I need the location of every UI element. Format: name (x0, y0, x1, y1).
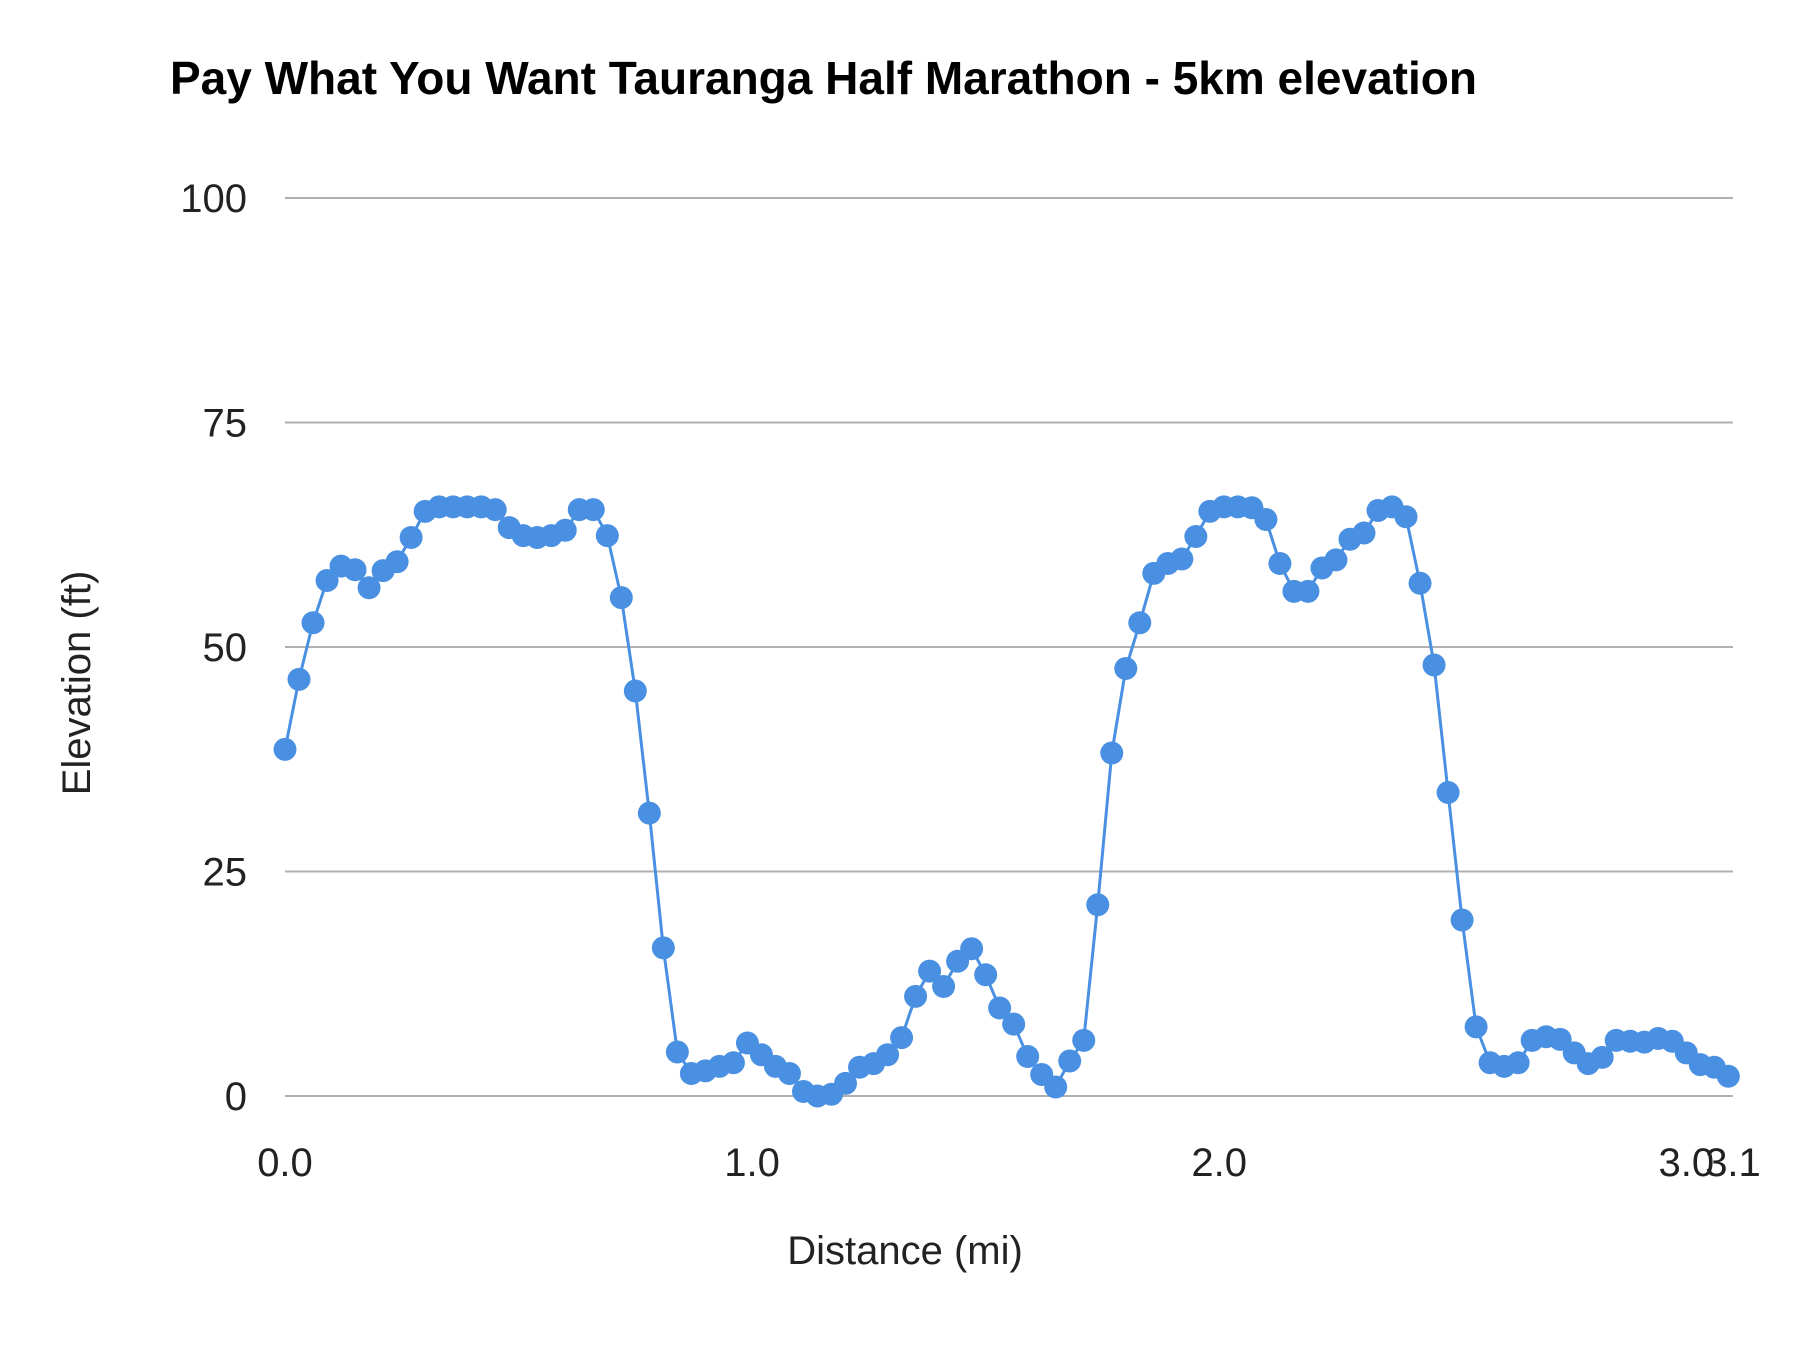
data-point (1716, 1064, 1740, 1088)
data-point (1324, 548, 1348, 572)
data-point (1464, 1015, 1488, 1039)
data-point (483, 498, 507, 522)
data-point (1072, 1028, 1096, 1052)
data-point (1184, 525, 1208, 549)
x-axis-label: Distance (mi) (787, 1229, 1023, 1273)
data-point (553, 518, 577, 542)
data-point (988, 996, 1012, 1020)
data-point (1254, 507, 1278, 531)
data-point (1590, 1045, 1614, 1069)
data-point (1058, 1049, 1082, 1073)
data-point (1044, 1075, 1068, 1099)
data-point (904, 984, 928, 1008)
data-point (721, 1051, 745, 1075)
y-tick-label: 100 (180, 177, 247, 221)
y-tick-labels: 0 25 50 75 100 (180, 177, 247, 1119)
data-point (581, 498, 605, 522)
data-point (665, 1040, 689, 1064)
x-tick-label: 0.0 (257, 1141, 313, 1185)
data-point (1506, 1051, 1530, 1075)
data-point (1170, 547, 1194, 571)
y-tick-label: 75 (203, 402, 248, 446)
data-point (637, 801, 661, 825)
y-tick-label: 50 (203, 626, 248, 670)
y-tick-label: 0 (225, 1075, 247, 1119)
data-point (1450, 908, 1474, 932)
x-tick-label: 2.0 (1191, 1141, 1247, 1185)
data-point (609, 586, 633, 610)
data-point (1422, 653, 1446, 677)
data-point (1394, 505, 1418, 529)
data-point (960, 937, 984, 961)
chart-title: Pay What You Want Tauranga Half Marathon… (170, 52, 1477, 104)
x-tick-label: 1.0 (724, 1141, 780, 1185)
data-point (876, 1043, 900, 1067)
data-point (343, 558, 367, 582)
y-axis-label: Elevation (ft) (55, 571, 99, 796)
data-point (974, 963, 998, 987)
x-tick-label: 3.1 (1705, 1141, 1761, 1185)
data-point (1128, 611, 1152, 635)
series-points (273, 495, 1740, 1108)
data-point (890, 1026, 914, 1050)
data-point (1268, 551, 1292, 575)
data-point (399, 525, 423, 549)
data-point (357, 576, 381, 600)
y-tick-label: 25 (203, 851, 248, 895)
data-point (385, 550, 409, 574)
data-point (777, 1062, 801, 1086)
data-point (1114, 657, 1138, 681)
data-point (1296, 579, 1320, 603)
data-point (932, 974, 956, 998)
data-point (1016, 1044, 1040, 1068)
x-tick-labels: 0.0 1.0 2.0 3.03.1 (257, 1141, 1761, 1185)
data-point (918, 959, 942, 983)
data-point (1436, 780, 1460, 804)
data-point (273, 737, 297, 761)
x-tick-label: 3.0 (1658, 1141, 1714, 1185)
data-point (301, 611, 325, 635)
gridlines (285, 197, 1733, 1097)
data-point (1100, 741, 1124, 765)
data-point (834, 1071, 858, 1095)
data-point (1002, 1012, 1026, 1036)
data-point (1352, 521, 1376, 545)
data-point (1408, 571, 1432, 595)
data-point (315, 569, 339, 593)
data-point (1086, 893, 1110, 917)
data-point (287, 667, 311, 691)
data-point (651, 936, 675, 960)
data-point (595, 524, 619, 548)
data-point (623, 679, 647, 703)
